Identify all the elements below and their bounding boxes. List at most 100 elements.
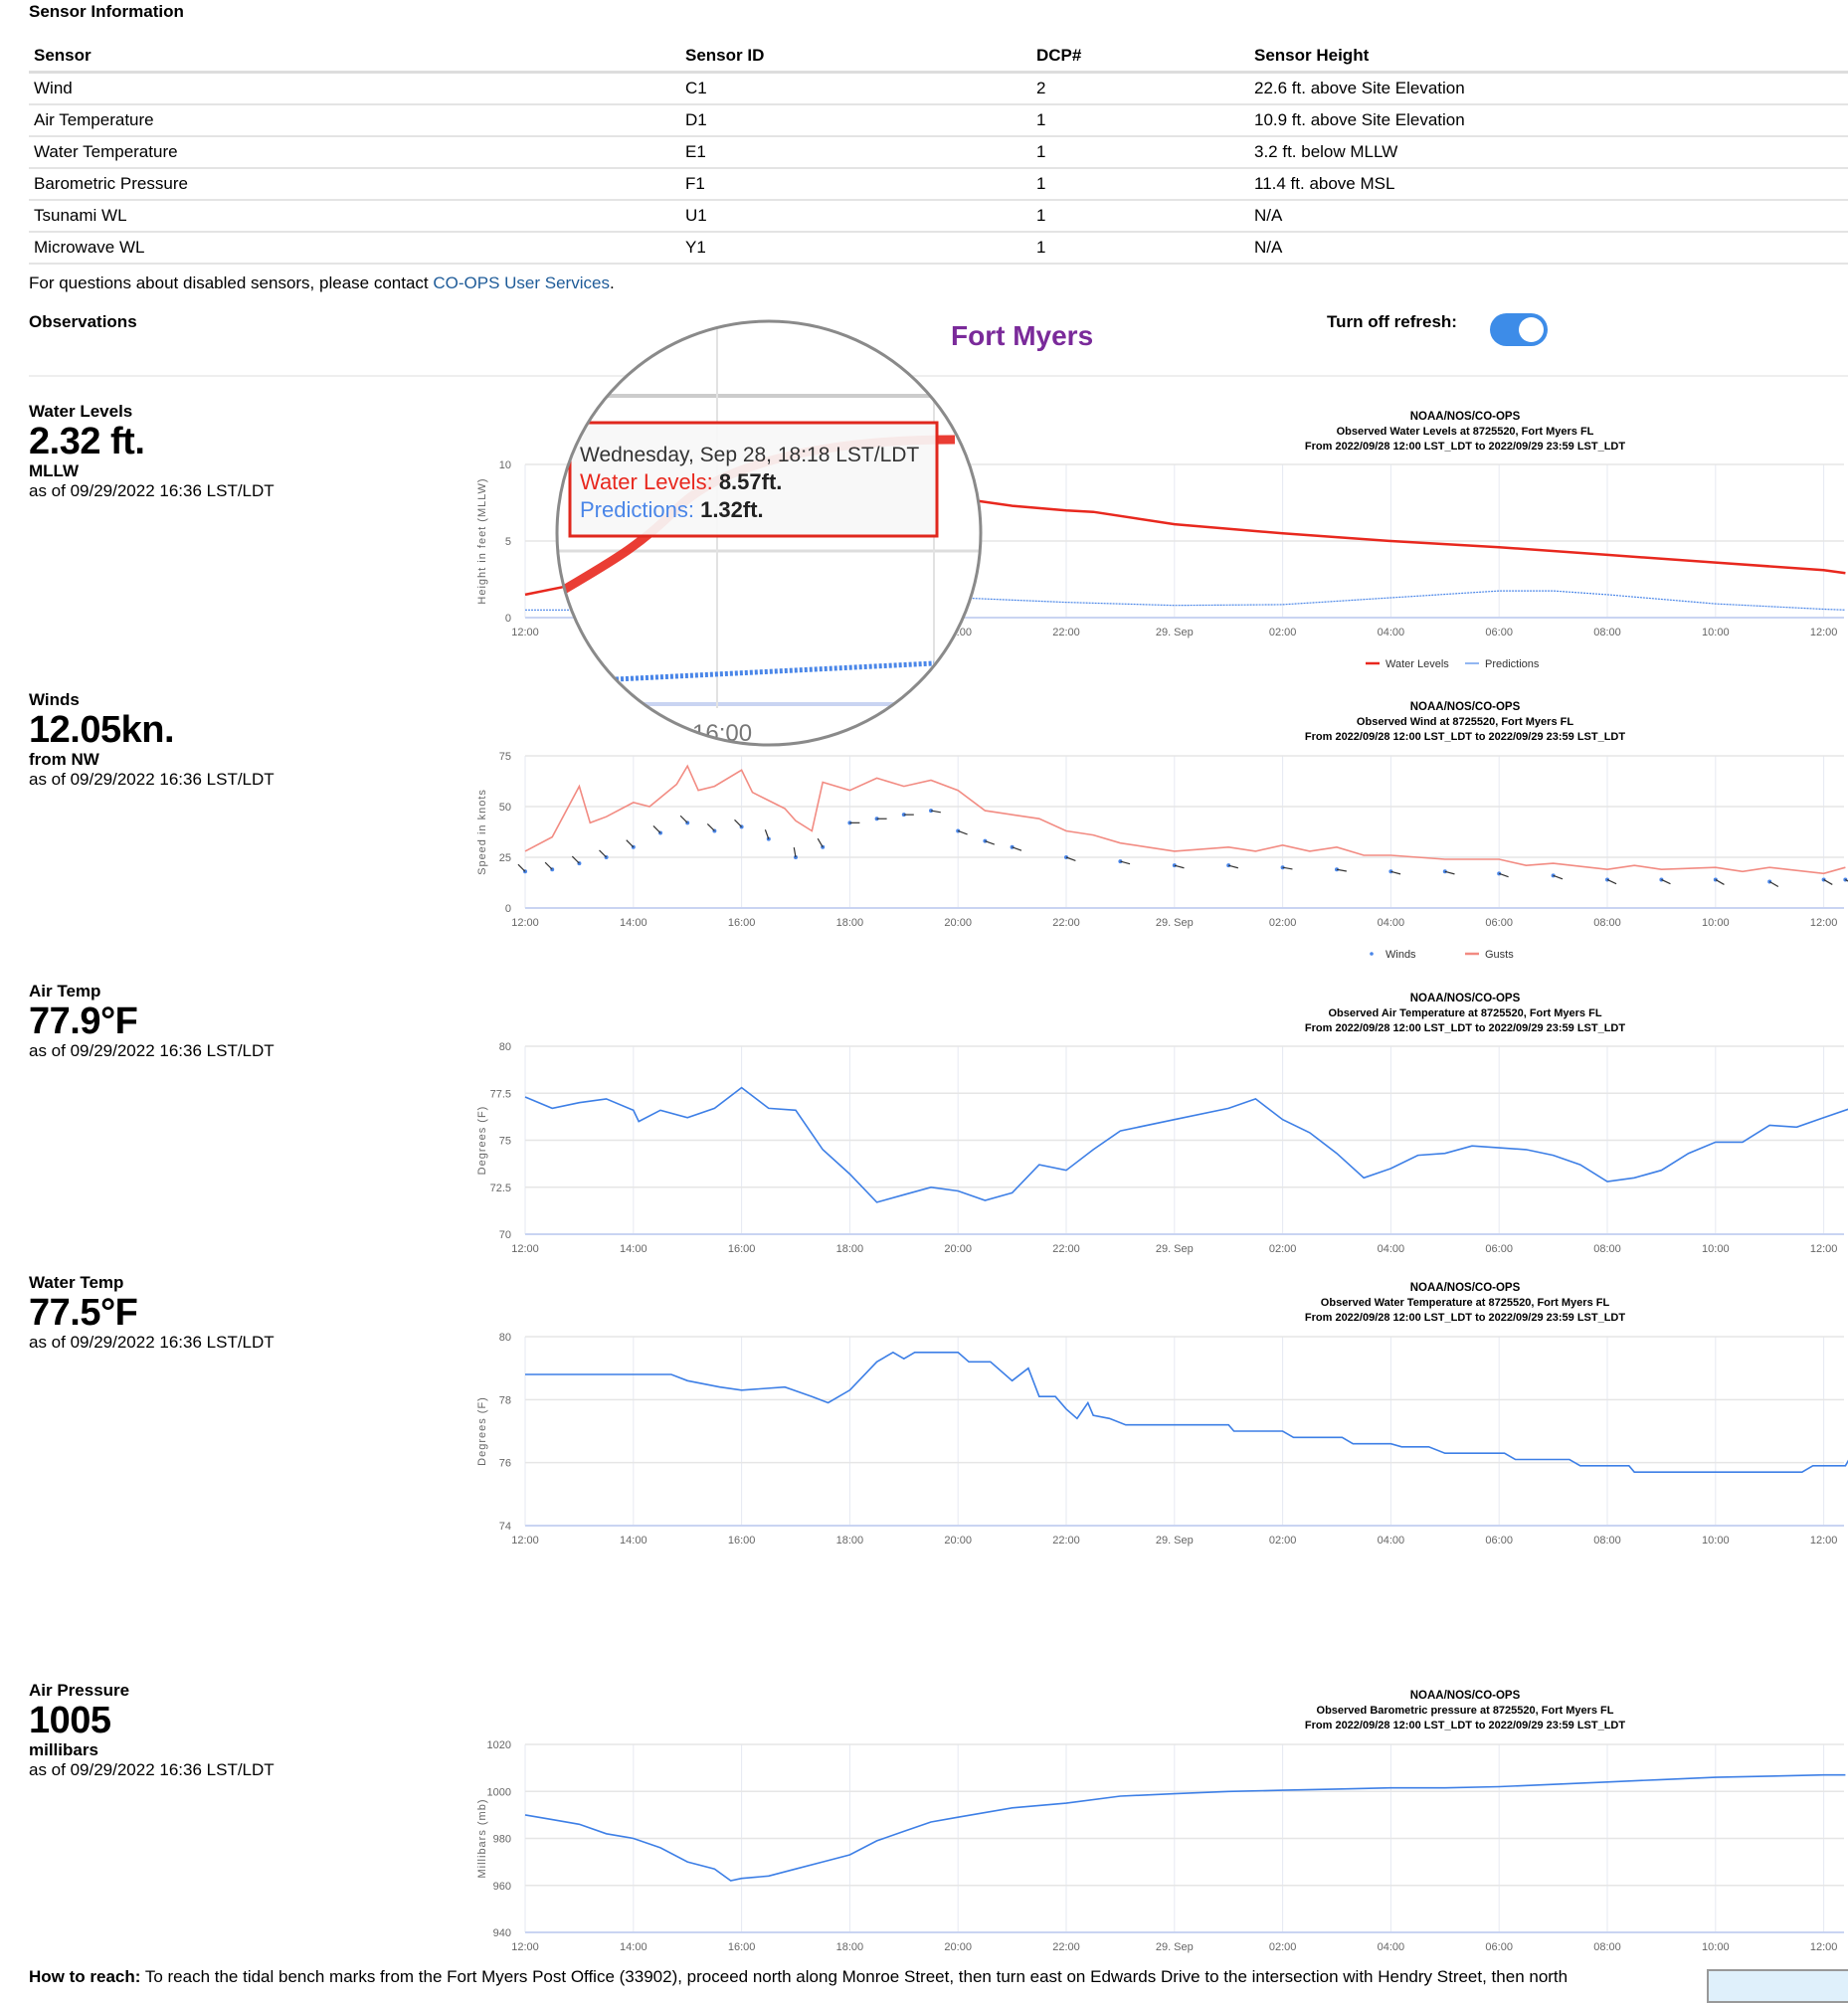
y-axis-title: Millibars (mb) [476, 1799, 488, 1879]
wind-direction-arrow [1845, 878, 1848, 882]
wind-direction-arrow [1282, 866, 1293, 870]
wind-chart: NOAA/NOS/CO-OPS Observed Wind at 8725520,… [476, 701, 1848, 961]
reading-air-temp: Air Temp 77.9°F as of 09/29/2022 16:36 LST… [29, 982, 275, 1061]
x-tick-label: 08:00 [1593, 627, 1621, 638]
station-title: Fort Myers [951, 320, 1094, 351]
y-tick-label: 50 [499, 802, 511, 814]
x-tick-label: 04:00 [1378, 627, 1405, 638]
x-tick-label: 12:00 [1810, 917, 1838, 929]
x-tick-label: 04:00 [1378, 1941, 1405, 1953]
cell-dcp: 1 [1031, 136, 1249, 169]
legend-item[interactable]: Gusts [1485, 949, 1514, 961]
chart-title-line: Observed Water Temperature at 8725520, F… [1321, 1297, 1610, 1309]
reading-water-levels: Water Levels 2.32 ft. MLLW as of 09/29/2022… [29, 402, 275, 501]
y-tick-label: 1000 [487, 1786, 511, 1798]
reading-timestamp: as of 09/29/2022 16:36 LST/LDT [29, 1760, 275, 1779]
y-tick-label: 70 [499, 1229, 511, 1241]
wind-direction-arrow [1120, 860, 1131, 865]
x-tick-label: 20:00 [944, 1535, 972, 1547]
cell-sensor: Air Temperature [29, 104, 680, 137]
chart-title-line: From 2022/09/28 12:00 LST_LDT to 2022/09… [1305, 1720, 1625, 1731]
observations-heading: Observations [29, 312, 137, 331]
x-tick-label: 14:00 [620, 1941, 647, 1953]
table-row: Air Temperature D1 1 10.9 ft. above Site El… [29, 104, 1848, 137]
legend-item[interactable]: Water Levels [1386, 658, 1449, 670]
series-line-data[interactable] [524, 1773, 1846, 1882]
wind-direction-arrow [1606, 878, 1617, 885]
wind-direction-arrow [1715, 878, 1725, 885]
x-tick-label: 18:00 [836, 1941, 864, 1953]
x-tick-label: 02:00 [1269, 1941, 1297, 1953]
wind-direction-arrow [734, 819, 743, 827]
y-tick-label: 0 [505, 903, 511, 915]
chart-title-line: From 2022/09/28 12:00 LST_LDT to 2022/09… [1305, 1312, 1625, 1324]
reading-unit: millibars [29, 1740, 98, 1759]
note-suffix: . [609, 273, 615, 292]
series-line-data[interactable] [524, 1086, 1848, 1203]
x-tick-label: 04:00 [1378, 917, 1405, 929]
y-tick-label: 980 [493, 1834, 511, 1846]
x-tick-label: 12:00 [1810, 1535, 1838, 1547]
cell-dcp: 1 [1031, 232, 1249, 265]
chart-title-line: From 2022/09/28 12:00 LST_LDT to 2022/09… [1305, 1022, 1625, 1034]
legend-item[interactable]: Winds [1386, 949, 1416, 961]
tooltip-predictions: Predictions: 1.32ft. [580, 497, 764, 522]
cell-dcp: 1 [1031, 168, 1249, 201]
chart-title-line: NOAA/NOS/CO-OPS [1410, 1282, 1521, 1294]
wind-direction-arrow [1012, 846, 1022, 851]
water-temperature-chart: NOAA/NOS/CO-OPS Observed Water Temperatur… [476, 1282, 1848, 1547]
y-axis-title: Degrees (F) [476, 1106, 488, 1176]
y-tick-label: 80 [499, 1041, 511, 1053]
wind-direction-arrow [1444, 870, 1455, 875]
x-tick-label: 06:00 [1485, 627, 1513, 638]
reading-timestamp: as of 09/29/2022 16:36 LST/LDT [29, 770, 275, 789]
wind-direction-arrow [1661, 878, 1671, 885]
air-temperature-chart: NOAA/NOS/CO-OPS Observed Air Temperature … [476, 993, 1848, 1255]
wind-point [874, 817, 879, 821]
table-header-row: Sensor Sensor ID DCP# Sensor Height [29, 40, 1848, 74]
x-tick-label: 10:00 [1702, 1941, 1730, 1953]
reading-unit: from NW [29, 750, 99, 769]
map-thumbnail[interactable] [1707, 1969, 1848, 2003]
cell-sensor-height: N/A [1249, 232, 1848, 265]
x-tick-label: 16:00 [728, 1535, 756, 1547]
table-row: Microwave WL Y1 1 N/A [29, 232, 1848, 265]
chart-title-line: From 2022/09/28 12:00 LST_LDT to 2022/09… [1305, 441, 1625, 453]
air-pressure-chart: NOAA/NOS/CO-OPS Observed Barometric press… [476, 1690, 1846, 1953]
x-tick-label: 22:00 [1052, 917, 1080, 929]
wind-point [1226, 863, 1231, 868]
how-to-reach-label: How to reach: [29, 1967, 141, 1986]
cell-sensor-id: U1 [680, 200, 1031, 233]
y-tick-label: 77.5 [490, 1088, 511, 1100]
x-tick-label: 29. Sep [1156, 917, 1194, 929]
wind-direction-arrow [626, 839, 635, 848]
x-tick-label: 08:00 [1593, 1243, 1621, 1255]
x-tick-label: 12:00 [511, 1243, 539, 1255]
wind-direction-arrow [706, 822, 715, 831]
refresh-toggle[interactable] [1490, 313, 1548, 346]
wind-direction-arrow [1498, 872, 1509, 878]
x-tick-label: 02:00 [1269, 1535, 1297, 1547]
y-tick-label: 10 [499, 459, 511, 471]
series-line-data[interactable] [525, 1351, 1848, 1473]
wind-direction-arrow [764, 829, 770, 839]
cell-sensor: Wind [29, 72, 680, 105]
x-tick-label: 29. Sep [1156, 1941, 1194, 1953]
series-line-gusts[interactable] [524, 764, 1846, 875]
reading-value: 1005 [29, 1700, 111, 1741]
y-tick-label: 940 [493, 1927, 511, 1939]
co-ops-user-services-link[interactable]: CO-OPS User Services [433, 273, 610, 292]
reading-value: 77.5°F [29, 1292, 138, 1334]
x-tick-label: 14:00 [620, 1535, 647, 1547]
wind-direction-arrow [599, 849, 608, 858]
x-tick-label: 10:00 [1702, 1535, 1730, 1547]
legend-item[interactable]: Predictions [1485, 658, 1540, 670]
y-axis-title: Speed in knots [476, 789, 488, 875]
reading-timestamp: as of 09/29/2022 16:36 LST/LDT [29, 1041, 275, 1060]
cell-sensor-height: 22.6 ft. above Site Elevation [1249, 72, 1848, 105]
x-tick-label: 08:00 [1593, 1941, 1621, 1953]
cell-sensor-height: 10.9 ft. above Site Elevation [1249, 104, 1848, 137]
how-to-reach-text: To reach the tidal bench marks from the … [140, 1967, 1569, 1986]
x-tick-label: 06:00 [1485, 1535, 1513, 1547]
x-tick-label: 29. Sep [1156, 627, 1194, 638]
